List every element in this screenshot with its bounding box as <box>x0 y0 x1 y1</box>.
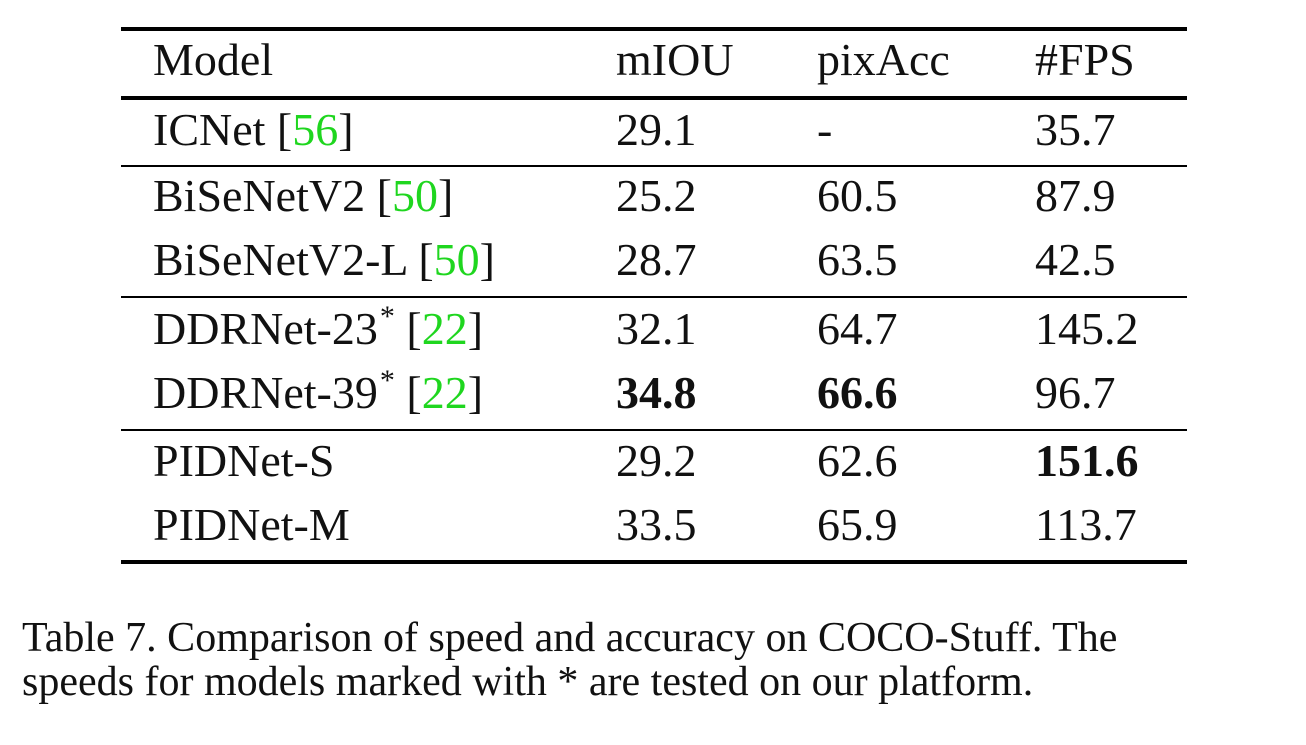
header-fps: #FPS <box>1035 34 1135 85</box>
header-miou: mIOU <box>616 34 734 85</box>
asterisk-marker: * <box>379 300 395 333</box>
pixacc-value: 64.7 <box>817 303 898 354</box>
miou-value: 25.2 <box>616 170 697 221</box>
citation-link[interactable]: 50 <box>433 234 480 285</box>
model-name: ICNet <box>153 104 266 155</box>
fps-value: 35.7 <box>1035 104 1116 155</box>
model-name-cell: DDRNet-23* [22] <box>153 300 484 354</box>
citation-link[interactable]: 56 <box>292 104 339 155</box>
caption-line-2: speeds for models marked with * are test… <box>22 659 1034 705</box>
table-caption: Table 7. Comparison of speed and accurac… <box>22 616 1292 704</box>
table-row: DDRNet-23* [22] 32.1 64.7 145.2 <box>0 297 1306 361</box>
pixacc-value-best: 66.6 <box>817 367 898 418</box>
miou-value-best: 34.8 <box>616 367 697 418</box>
miou-value: 29.2 <box>616 435 697 486</box>
top-rule <box>121 27 1187 31</box>
fps-value: 113.7 <box>1035 499 1137 550</box>
pixacc-value: 63.5 <box>817 234 898 285</box>
miou-value: 29.1 <box>616 104 697 155</box>
model-name: DDRNet-23 <box>153 303 378 354</box>
table-row: DDRNet-39* [22] 34.8 66.6 96.7 <box>0 361 1306 425</box>
miou-value: 28.7 <box>616 234 697 285</box>
citation-link[interactable]: 22 <box>421 367 468 418</box>
model-name: BiSeNetV2-L <box>153 234 407 285</box>
pixacc-value: 60.5 <box>817 170 898 221</box>
table-row: PIDNet-M 33.5 65.9 113.7 <box>0 493 1306 557</box>
model-name-cell: DDRNet-39* [22] <box>153 364 484 418</box>
pixacc-value: - <box>817 104 833 155</box>
fps-value: 87.9 <box>1035 170 1116 221</box>
group-rule <box>121 165 1187 167</box>
header-model: Model <box>153 34 274 85</box>
fps-value: 42.5 <box>1035 234 1116 285</box>
bottom-rule <box>121 560 1187 564</box>
fps-value: 145.2 <box>1035 303 1139 354</box>
fps-value-best: 151.6 <box>1035 435 1139 486</box>
pixacc-value: 62.6 <box>817 435 898 486</box>
model-name-cell: BiSeNetV2-L [50] <box>153 234 495 285</box>
miou-value: 32.1 <box>616 303 697 354</box>
miou-value: 33.5 <box>616 499 697 550</box>
table-row: ICNet [56] 29.1 - 35.7 <box>0 98 1306 162</box>
caption-line-1: Table 7. Comparison of speed and accurac… <box>22 615 1118 661</box>
table-row: BiSeNetV2-L [50] 28.7 63.5 42.5 <box>0 228 1306 292</box>
model-name: PIDNet-M <box>153 499 350 550</box>
model-name-cell: BiSeNetV2 [50] <box>153 170 454 221</box>
citation-link[interactable]: 50 <box>391 170 438 221</box>
model-name: DDRNet-39 <box>153 367 378 418</box>
citation-link[interactable]: 22 <box>421 303 468 354</box>
table-row: PIDNet-S 29.2 62.6 151.6 <box>0 429 1306 493</box>
model-name: PIDNet-S <box>153 435 335 486</box>
group-rule <box>121 429 1187 431</box>
table-row: BiSeNetV2 [50] 25.2 60.5 87.9 <box>0 164 1306 228</box>
group-rule <box>121 296 1187 298</box>
table-header-row: Model mIOU pixAcc #FPS <box>0 28 1306 92</box>
header-pixacc: pixAcc <box>817 34 950 85</box>
model-name-cell: ICNet [56] <box>153 104 354 155</box>
asterisk-marker: * <box>379 364 395 397</box>
fps-value: 96.7 <box>1035 367 1116 418</box>
header-rule <box>121 96 1187 100</box>
model-name: BiSeNetV2 <box>153 170 366 221</box>
pixacc-value: 65.9 <box>817 499 898 550</box>
